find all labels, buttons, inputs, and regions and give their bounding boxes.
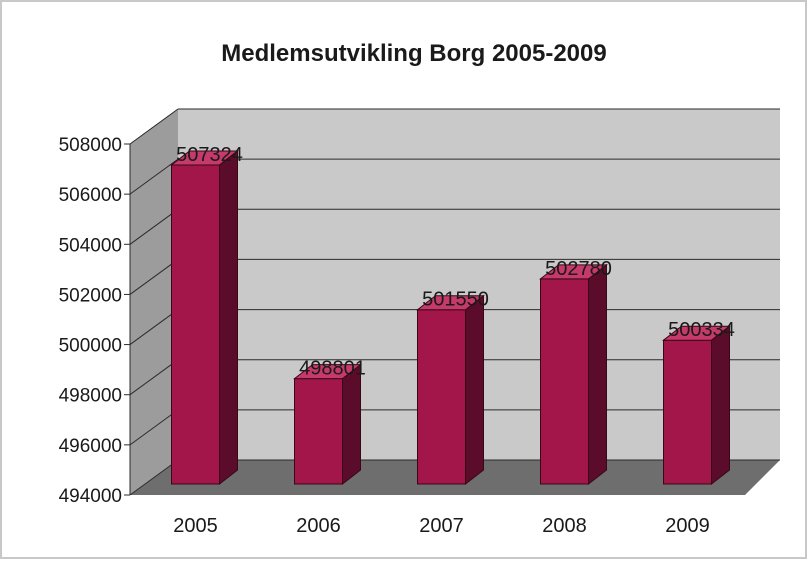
bar [662, 325, 731, 486]
bar-side [465, 294, 484, 486]
y-tick-label: 498000 [59, 386, 122, 407]
data-label: 501550 [422, 289, 489, 311]
bar-top [293, 364, 362, 380]
gridline-side [129, 309, 179, 345]
gridline-side [129, 259, 179, 295]
bar-side [219, 149, 238, 486]
x-tick-label: 2007 [419, 515, 464, 537]
bar-front [294, 378, 343, 485]
gridline-side [129, 208, 179, 245]
data-labels: 507324 498801 501550 502780 500334 [176, 144, 735, 380]
data-label: 498801 [299, 358, 366, 380]
y-tick-label: 504000 [59, 235, 122, 256]
bar-side [711, 325, 730, 486]
y-tick-label: 500000 [59, 336, 122, 357]
gridline-side [129, 409, 179, 446]
data-label: 507324 [176, 144, 243, 166]
bar [416, 294, 485, 486]
y-tick-label: 494000 [59, 486, 122, 507]
gridline-side [129, 359, 179, 396]
bar [170, 149, 239, 486]
bars [170, 149, 731, 486]
bar-top [416, 295, 485, 311]
data-label: 502780 [545, 258, 612, 280]
x-axis: 2005 2006 2007 2008 2009 [173, 515, 710, 537]
x-tick-label: 2008 [542, 515, 587, 537]
bar [293, 363, 362, 486]
y-tick-label: 506000 [59, 185, 122, 206]
y-tick-label: 502000 [59, 285, 122, 306]
bar-front [663, 339, 712, 485]
x-tick-label: 2006 [296, 515, 341, 537]
gridline-side [129, 158, 179, 195]
chart-title: Medlemsutvikling Borg 2005-2009 [221, 40, 606, 67]
bar-front [417, 309, 466, 485]
x-tick-label: 2009 [665, 515, 710, 537]
bar-top [662, 325, 731, 341]
bar-side [588, 263, 607, 486]
y-tick-label: 508000 [59, 135, 122, 156]
bar-front [171, 164, 220, 485]
bar [539, 263, 608, 486]
bar-side [342, 363, 361, 486]
y-axis: 508000 506000 504000 502000 500000 498000 4960… [59, 135, 131, 507]
data-label: 500334 [668, 319, 735, 341]
bar-top [170, 150, 239, 166]
x-tick-label: 2005 [173, 515, 218, 537]
gridline-side [129, 459, 179, 496]
bar-top [539, 264, 608, 280]
side-wall [130, 109, 178, 495]
bar-front [540, 278, 589, 485]
gridline-side [129, 108, 179, 145]
y-tick-label: 496000 [59, 436, 122, 457]
